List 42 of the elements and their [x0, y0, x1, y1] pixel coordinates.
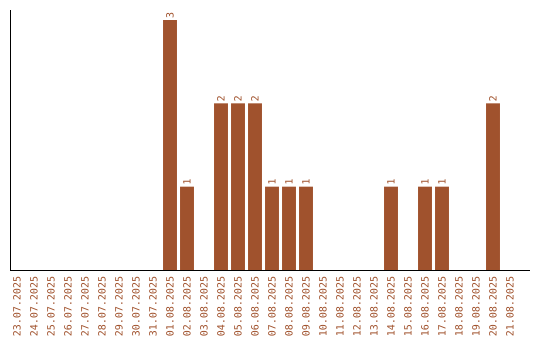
x-tick-label: 03.08.2025 — [200, 276, 210, 336]
x-tick-label: 31.07.2025 — [148, 276, 160, 336]
x-tick-label: 29.07.2025 — [114, 276, 126, 336]
x-tick-label: 18.08.2025 — [454, 276, 466, 336]
x-tick-label: 25.07.2025 — [46, 276, 58, 336]
x-tick-label: 23.07.2025 — [12, 276, 24, 336]
x-tick-label: 05.08.2025 — [234, 276, 244, 336]
data-label: 1 — [386, 178, 398, 185]
x-tick-label: 16.08.2025 — [420, 276, 432, 336]
x-tick-label: 09.08.2025 — [302, 276, 312, 336]
x-tick-label: 19.08.2025 — [472, 276, 482, 336]
data-label: 2 — [234, 95, 244, 102]
x-tick-label: 07.08.2025 — [268, 276, 278, 336]
data-label: 1 — [438, 178, 448, 185]
x-tick-label: 01.08.2025 — [166, 276, 176, 336]
data-label: 2 — [250, 95, 262, 102]
x-tick-label: 12.08.2025 — [352, 276, 364, 336]
x-tick-label: 15.08.2025 — [404, 276, 414, 336]
x-tick-label: 21.08.2025 — [506, 276, 516, 336]
data-label: 1 — [302, 178, 312, 185]
x-tick-label: 28.07.2025 — [98, 276, 108, 336]
x-tick-label: 10.08.2025 — [318, 276, 330, 336]
x-tick-label: 30.07.2025 — [132, 276, 142, 336]
x-tick-label: 06.08.2025 — [250, 276, 262, 336]
x-tick-label: 20.08.2025 — [488, 276, 500, 336]
x-tick-label: 02.08.2025 — [182, 276, 194, 336]
data-label: 1 — [284, 178, 296, 185]
data-label: 2 — [216, 95, 228, 102]
data-label: 1 — [182, 178, 194, 185]
x-tick-label: 04.08.2025 — [216, 276, 228, 336]
x-tick-label: 24.07.2025 — [30, 276, 40, 336]
x-tick-label: 27.07.2025 — [80, 276, 92, 336]
x-tick-label: 11.08.2025 — [336, 276, 346, 336]
data-label: 3 — [166, 12, 176, 18]
data-label: 2 — [488, 95, 500, 102]
x-tick-label: 13.08.2025 — [370, 276, 380, 336]
x-tick-label: 17.08.2025 — [438, 276, 448, 336]
x-tick-label: 08.08.2025 — [284, 276, 296, 336]
data-label: 1 — [268, 178, 278, 185]
x-tick-label: 26.07.2025 — [64, 276, 74, 336]
x-tick-label: 14.08.2025 — [386, 276, 398, 336]
data-label: 1 — [420, 178, 432, 185]
